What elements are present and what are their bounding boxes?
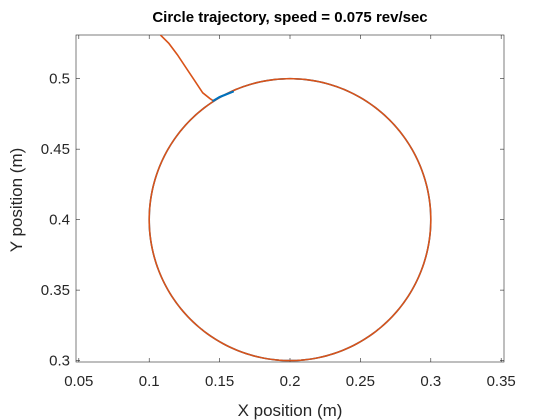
x-axis-label: X position (m) <box>238 401 343 420</box>
plot-frame <box>75 34 505 363</box>
chart-title: Circle trajectory, speed = 0.075 rev/sec <box>152 9 427 26</box>
series-2-approach-line <box>159 35 215 102</box>
x-tick-label: 0.1 <box>139 373 160 390</box>
y-axis-ticks: 0.3 0.35 0.4 0.45 0.5 <box>41 71 504 370</box>
x-tick-label: 0.15 <box>205 373 234 390</box>
x-axis-ticks: 0.05 0.1 0.15 0.2 0.25 0.3 0.35 <box>64 35 516 390</box>
x-tick-label: 0.3 <box>420 373 441 390</box>
y-tick-label: 0.35 <box>41 282 70 299</box>
series-1-overlay <box>212 90 235 103</box>
series-1-arc-segment-overlay <box>212 90 235 103</box>
series-2-circle-line <box>148 77 432 362</box>
y-tick-label: 0.45 <box>41 141 70 158</box>
y-tick-label: 0.3 <box>49 353 70 370</box>
x-tick-label: 0.35 <box>487 373 516 390</box>
y-tick-label: 0.5 <box>49 71 70 88</box>
y-axis-label: Y position (m) <box>7 148 26 253</box>
y-tick-label: 0.4 <box>49 212 70 229</box>
x-tick-label: 0.05 <box>64 373 93 390</box>
x-tick-label: 0.25 <box>346 373 375 390</box>
series-layer <box>148 35 432 362</box>
x-tick-label: 0.2 <box>280 373 301 390</box>
series-2 <box>148 35 432 362</box>
